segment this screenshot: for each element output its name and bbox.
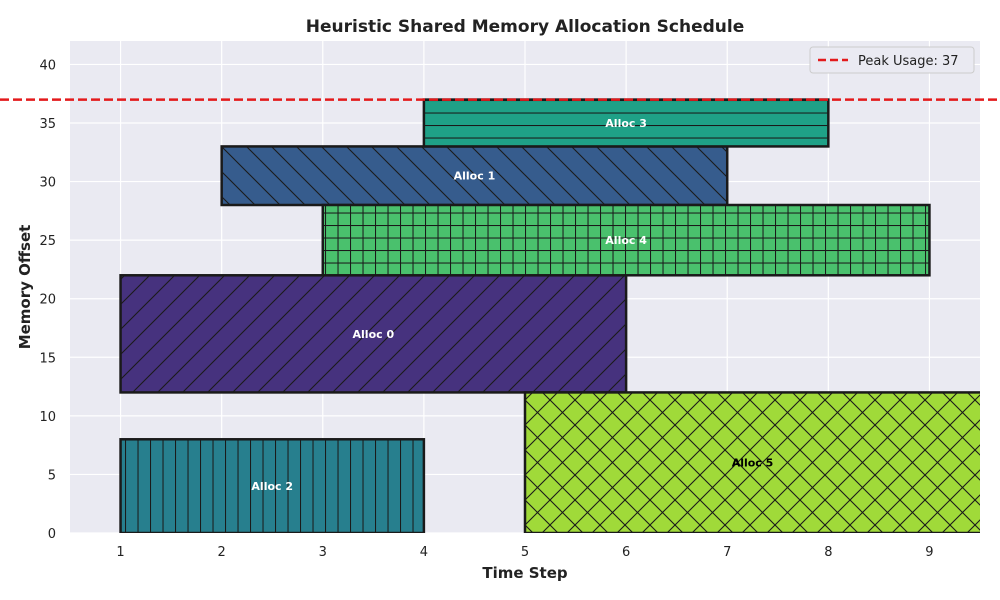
allocation-bars [119,98,980,533]
axis-ticks: 1 2 3 4 5 6 7 8 9 0 5 10 15 20 25 30 35 40 [39,58,933,560]
x-tick-label: 4 [420,545,428,560]
alloc-1-label: Alloc 1 [454,170,496,183]
legend-box [809,46,975,74]
y-axis-label: Memory Offset [16,225,34,350]
alloc-4-label: Alloc 4 [605,234,647,247]
legend: Peak Usage: 37 [809,46,975,74]
x-tick-label: 3 [319,545,327,560]
alloc-5-bar [523,391,980,533]
x-tick-label: 7 [723,545,731,560]
y-tick-label: 20 [39,293,56,308]
x-axis-label: Time Step [482,564,568,582]
x-tick-label: 2 [218,545,226,560]
x-tick-label: 9 [925,545,933,560]
alloc-0-bar [119,274,628,394]
y-tick-label: 0 [48,527,56,542]
y-tick-label: 25 [39,234,56,249]
alloc-3-label: Alloc 3 [605,117,647,130]
y-tick-label: 30 [39,176,56,191]
y-tick-label: 10 [39,410,56,425]
alloc-1-bar [220,145,729,207]
y-tick-label: 15 [39,351,56,366]
y-tick-label: 35 [39,117,56,132]
x-tick-label: 8 [824,545,832,560]
legend-peak-label: Peak Usage: 37 [858,54,959,69]
alloc-5-label: Alloc 5 [732,457,774,470]
alloc-4-bar [321,203,931,277]
alloc-2-bar [119,438,426,533]
y-tick-label: 5 [48,468,56,483]
y-tick-label: 40 [39,58,56,73]
x-tick-label: 6 [622,545,630,560]
alloc-2-label: Alloc 2 [251,480,293,493]
chart-title: Heuristic Shared Memory Allocation Sched… [306,17,744,37]
x-tick-label: 5 [521,545,529,560]
allocation-labels: Alloc 0 Alloc 1 Alloc 2 Alloc 3 Alloc 4 Alloc… [251,117,773,493]
x-tick-label: 1 [116,545,124,560]
alloc-0-label: Alloc 0 [353,328,395,341]
